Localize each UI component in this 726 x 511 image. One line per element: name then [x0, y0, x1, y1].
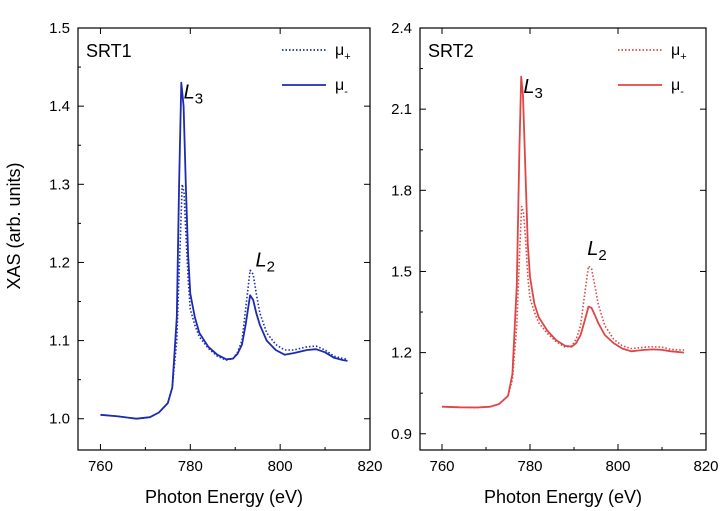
x-tick-label: 780 [178, 458, 203, 475]
x-tick-label: 800 [605, 458, 630, 475]
y-tick-label: 1.5 [391, 263, 412, 280]
x-tick-label: 760 [429, 458, 454, 475]
y-tick-label: 0.9 [391, 426, 412, 443]
panel-title: SRT1 [86, 41, 132, 61]
x-axis-label: Photon Energy (eV) [145, 487, 303, 507]
y-tick-label: 2.1 [391, 101, 412, 118]
y-tick-label: 1.0 [49, 411, 70, 428]
panel-srt2: 760 780 800 820 0.9 1.2 1.5 1.8 2.1 2.4 Photon Ene… [391, 20, 718, 507]
legend-entry-label: μ- [671, 77, 684, 98]
legend-entry-label: μ- [335, 77, 348, 98]
series-mu-plus-line [100, 183, 348, 420]
x-tick-label: 820 [693, 458, 718, 475]
legend-entry-label: μ+ [335, 42, 351, 63]
y-axis-label: XAS (arb. units) [4, 162, 24, 289]
y-tick-label: 1.2 [49, 254, 70, 271]
x-tick-label: 800 [268, 458, 293, 475]
y-tick-label: 1.3 [49, 176, 70, 193]
peak-label-l2: L2 [587, 238, 606, 264]
panel-title: SRT2 [428, 41, 474, 61]
y-tick-label: 1.2 [391, 345, 412, 362]
x-tick-label: 820 [357, 458, 382, 475]
series-mu-minus-line [100, 81, 348, 420]
peak-label-l3: L3 [184, 81, 203, 107]
plot-frame [77, 27, 371, 451]
series-mu-plus-line [441, 205, 684, 409]
plot-frame [419, 27, 707, 451]
y-tick-label: 1.4 [49, 98, 70, 115]
peak-label-l2: L2 [255, 249, 274, 275]
legend-entry-label: μ+ [671, 42, 687, 63]
series-mu-minus-line [441, 75, 685, 409]
x-tick-label: 780 [517, 458, 542, 475]
x-axis-label: Photon Energy (eV) [484, 487, 642, 507]
y-tick-label: 2.4 [391, 20, 412, 37]
y-tick-label: 1.5 [49, 20, 70, 37]
y-tick-label: 1.8 [391, 182, 412, 199]
panel-srt1: 760 780 800 820 1.0 1.1 1.2 1.3 1.4 1.5 Photon Ene… [49, 20, 382, 507]
y-tick-label: 1.1 [49, 333, 70, 350]
x-tick-label: 760 [88, 458, 113, 475]
peak-label-l3: L3 [523, 76, 542, 102]
